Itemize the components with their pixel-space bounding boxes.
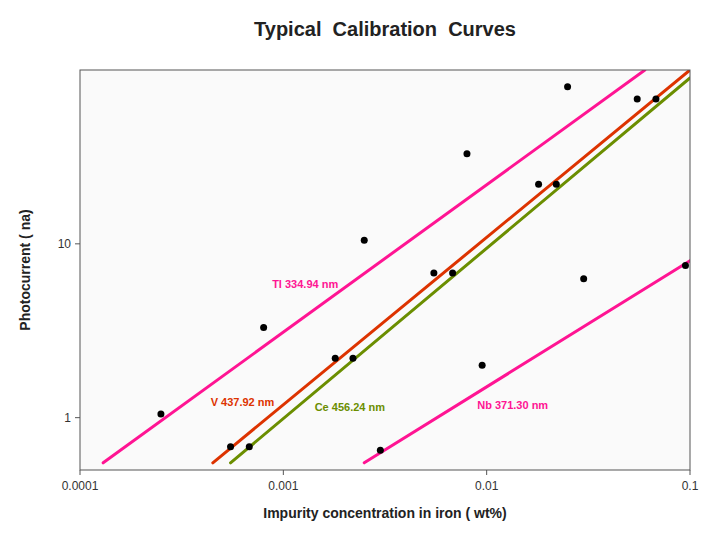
point (377, 447, 384, 454)
point (349, 355, 356, 362)
x-tick-label: 0.0001 (62, 479, 99, 493)
point (634, 96, 641, 103)
series-label: Ce 456.24 nm (315, 401, 386, 413)
line (364, 261, 690, 463)
point (564, 83, 571, 90)
series-label: V 437.92 nm (211, 396, 275, 408)
x-tick (690, 470, 691, 475)
point (260, 324, 267, 331)
x-tick (283, 470, 284, 475)
point (463, 150, 470, 157)
plot-frame (80, 70, 690, 470)
line (103, 70, 645, 463)
chart: Typical Calibration Curves 0.0001 0.001 0.0… (0, 0, 720, 540)
title: Typical Calibration Curves (254, 18, 516, 40)
y-tick-label: 1 (64, 411, 71, 425)
point (332, 355, 339, 362)
x-tick-label: 0.001 (268, 479, 298, 493)
plot-area (80, 70, 690, 470)
point (580, 275, 587, 282)
x-tick-label: 0.1 (682, 479, 699, 493)
marks (103, 70, 690, 463)
line (231, 78, 690, 463)
point (246, 443, 253, 450)
point (227, 443, 234, 450)
point (479, 362, 486, 369)
y-tick (75, 417, 80, 418)
point (449, 269, 456, 276)
point (553, 181, 560, 188)
point (361, 237, 368, 244)
y-tick (75, 243, 80, 244)
point (652, 96, 659, 103)
x-tick (486, 470, 487, 475)
y-tick-label: 10 (58, 237, 72, 251)
line (213, 70, 690, 463)
x-tick (80, 470, 81, 475)
x-axis-label: Impurity concentration in iron ( wt%) (263, 505, 506, 521)
x-tick-label: 0.01 (475, 479, 499, 493)
point (682, 262, 689, 269)
series-label: Tl 334.94 nm (272, 278, 338, 290)
point (157, 410, 164, 417)
point (430, 269, 437, 276)
series-label: Nb 371.30 nm (477, 399, 548, 411)
y-axis-label: Photocurrent ( na) (17, 209, 33, 330)
point (535, 181, 542, 188)
